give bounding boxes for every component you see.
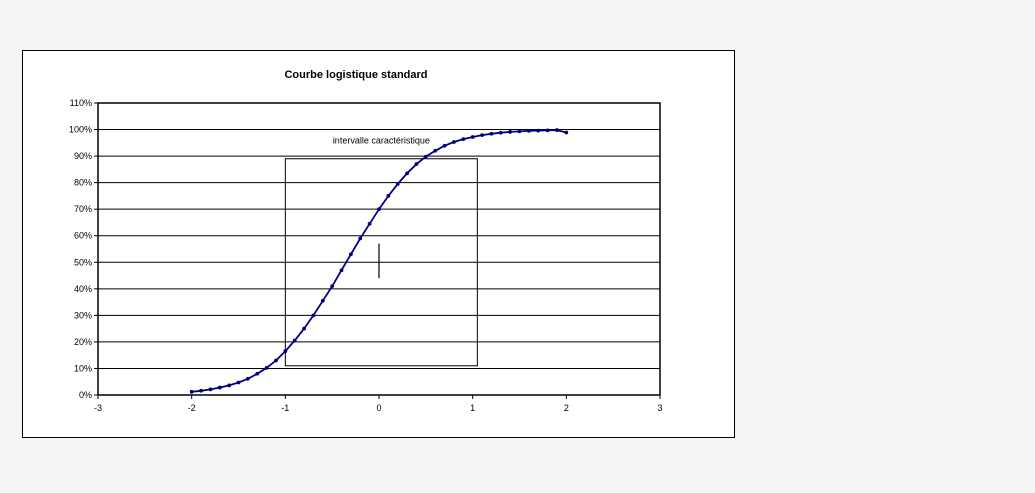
data-point [236,380,241,385]
data-point [433,148,438,153]
data-point [480,133,484,138]
x-tick-label: 0 [376,403,381,413]
data-point [564,130,569,135]
annotation-layer: intervalle caractéristique [284,136,478,367]
data-point [414,162,419,166]
data-point [217,385,222,390]
x-tick-label: 2 [564,403,569,413]
x-tick-label: 1 [470,403,475,413]
data-point [330,284,335,289]
y-tick-label: 100% [69,125,92,135]
x-tick-label: 3 [657,403,662,413]
data-point [283,349,288,354]
chart-title: Courbe logistique standard [284,69,427,81]
data-point [545,128,550,133]
x-tick-label: -2 [188,403,196,413]
data-point [292,338,297,343]
data-point [452,140,456,144]
interval-label: intervalle caractéristique [333,136,430,146]
data-point [189,389,194,394]
y-tick-label: 70% [74,204,92,214]
x-axis: -3 -2 -1 0 1 2 3 [94,395,663,413]
chart-svg: Courbe logistique standard 0% 10% 20% 30% 40… [69,69,663,413]
data-point [358,236,363,241]
y-tick-label: 90% [74,151,92,161]
y-tick-label: 20% [74,337,92,347]
interval-box [284,158,478,367]
data-point [377,207,381,212]
data-point [208,387,213,392]
y-tick-label: 60% [74,231,92,241]
data-point [423,154,428,159]
data-point [199,388,203,393]
y-tick-label: 80% [74,178,92,188]
data-point [245,376,250,381]
x-tick-label: -3 [94,403,102,413]
x-tick-label: -1 [281,403,289,413]
data-point [405,171,409,176]
data-point [386,194,391,198]
data-point [442,143,447,148]
data-point [264,366,269,370]
data-point [526,128,531,133]
data-point [517,129,522,134]
y-tick-label: 30% [74,310,92,320]
data-point [320,298,325,303]
data-point [498,130,503,135]
data-point [489,131,494,136]
data-point [255,371,260,376]
data-point [339,268,344,273]
data-point [227,383,232,388]
grid-layer [98,129,660,369]
y-tick-label: 110% [70,98,92,108]
data-point [461,137,466,142]
data-point [311,313,316,318]
data-point [302,326,306,331]
data-point [274,358,278,363]
y-tick-label: 10% [74,363,92,373]
y-tick-label: 0% [79,390,92,400]
data-point [508,130,513,134]
data-point [349,252,353,257]
y-axis: 0% 10% 20% 30% 40% 50% 60% 70% 80% 90% 100% 110% [69,98,98,400]
series-layer [189,128,569,394]
data-point [555,128,559,132]
chart-frame: Courbe logistique standard 0% 10% 20% 30% 40… [22,50,735,438]
y-tick-label: 50% [74,257,92,267]
data-point [536,128,541,133]
data-point [470,135,475,139]
data-point [395,182,400,186]
data-point [367,221,372,226]
y-tick-label: 40% [74,284,92,294]
